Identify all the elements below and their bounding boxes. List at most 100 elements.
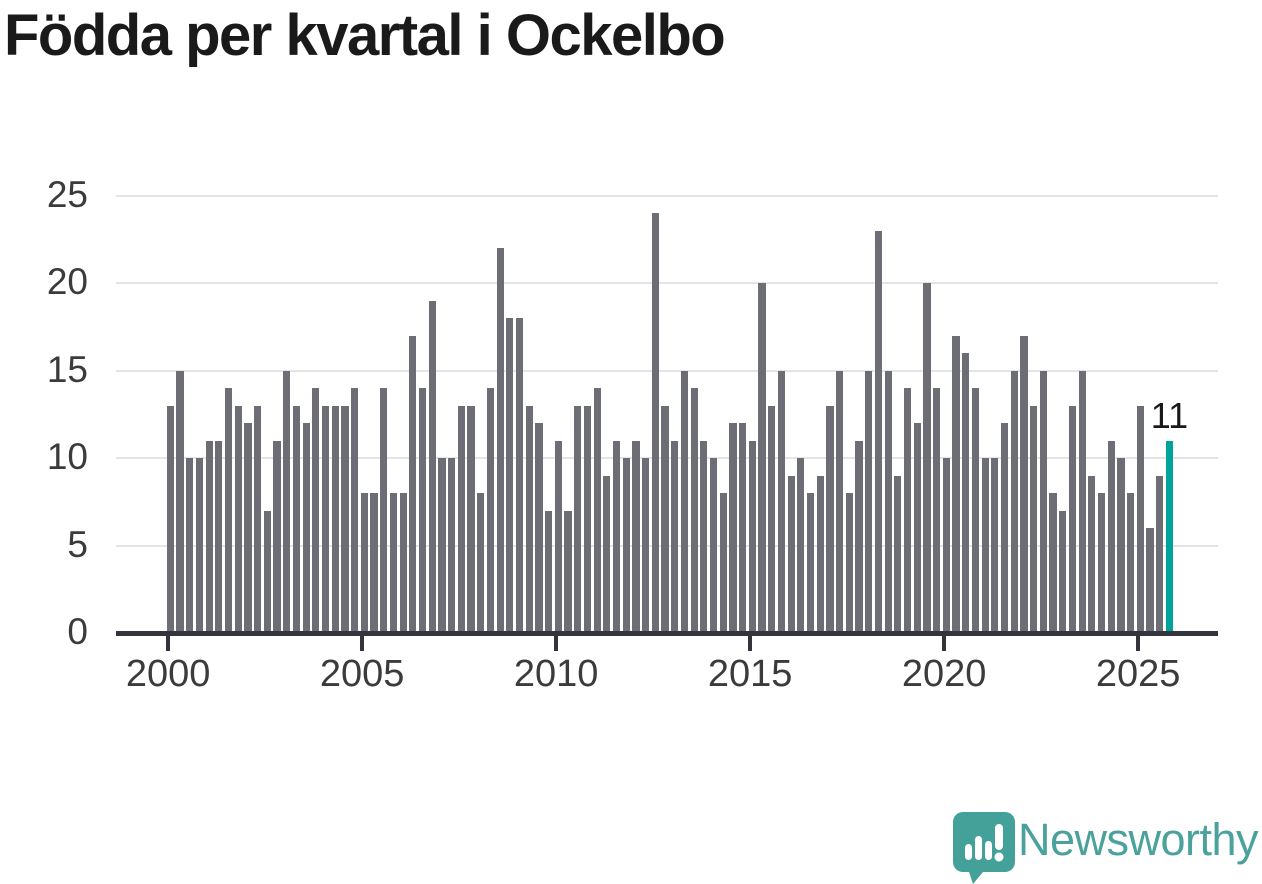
y-axis-tick-label: 5 xyxy=(67,523,88,565)
bar xyxy=(836,370,844,633)
bar xyxy=(525,405,533,633)
bar xyxy=(748,440,756,633)
x-axis-tick xyxy=(748,636,753,651)
x-axis-tick xyxy=(360,636,365,651)
bar xyxy=(1117,458,1125,633)
bar xyxy=(1030,405,1038,633)
bar xyxy=(506,318,514,633)
bar xyxy=(409,335,417,633)
x-axis-tick xyxy=(166,636,171,651)
x-axis-tick-label: 2020 xyxy=(901,653,987,695)
bar xyxy=(903,388,912,633)
highlight-value-label: 11 xyxy=(1150,394,1189,436)
highlighted-bar xyxy=(1165,440,1174,633)
bar xyxy=(1146,528,1154,633)
bar xyxy=(1039,370,1047,633)
bar xyxy=(612,440,621,633)
bar xyxy=(448,458,456,633)
bar xyxy=(1049,493,1057,633)
bar xyxy=(962,353,970,633)
x-axis-line xyxy=(116,631,1218,636)
bar xyxy=(389,493,398,633)
bar xyxy=(370,493,378,633)
bar xyxy=(884,370,892,633)
bar xyxy=(719,493,727,633)
bar xyxy=(496,248,504,633)
bar xyxy=(622,458,630,633)
bar xyxy=(981,458,989,633)
bar xyxy=(642,458,650,633)
bar xyxy=(234,405,242,633)
bar xyxy=(758,283,766,633)
bar xyxy=(1068,405,1077,633)
bar xyxy=(351,388,359,633)
x-axis-tick xyxy=(554,636,559,651)
x-axis-tick-label: 2005 xyxy=(319,653,405,695)
bar xyxy=(700,440,708,633)
bar xyxy=(942,458,950,633)
bar xyxy=(195,458,204,633)
bar xyxy=(894,475,902,633)
bar xyxy=(263,510,271,633)
bar xyxy=(1097,493,1106,633)
bar xyxy=(486,388,495,633)
x-axis-tick-label: 2025 xyxy=(1095,653,1181,695)
bar xyxy=(651,213,659,633)
bar xyxy=(845,493,853,633)
bar xyxy=(1107,440,1115,633)
bar xyxy=(438,458,446,633)
bar xyxy=(874,230,883,633)
bar xyxy=(690,388,698,633)
bar xyxy=(632,440,640,633)
bar xyxy=(816,475,824,633)
bar xyxy=(186,458,194,633)
bar xyxy=(729,423,737,633)
bar xyxy=(380,388,388,633)
bar xyxy=(302,423,310,633)
x-axis-tick xyxy=(1136,636,1141,651)
bar xyxy=(1000,423,1009,633)
bar xyxy=(224,388,233,633)
bar xyxy=(176,370,184,633)
bar xyxy=(477,493,485,633)
y-axis-tick-label: 15 xyxy=(46,348,88,390)
bar xyxy=(1156,475,1164,633)
bar xyxy=(777,370,786,633)
bar xyxy=(418,388,427,633)
bar xyxy=(1127,493,1135,633)
bar xyxy=(341,405,349,633)
bar xyxy=(709,458,718,633)
bar xyxy=(952,335,960,633)
gridline-y-25 xyxy=(116,194,1218,197)
bar xyxy=(855,440,863,633)
newsworthy-logo-text: Newsworthy xyxy=(1018,814,1259,865)
bar xyxy=(1136,405,1144,633)
bar xyxy=(535,423,543,633)
bar xyxy=(806,493,815,633)
bar xyxy=(739,423,747,633)
bar xyxy=(971,388,980,633)
bar xyxy=(554,440,562,633)
bar xyxy=(603,475,611,633)
bar xyxy=(399,493,407,633)
bar xyxy=(923,283,931,633)
bar xyxy=(564,510,572,633)
bar xyxy=(292,405,301,633)
newsworthy-logo[interactable]: Newsworthy xyxy=(950,806,1262,884)
bar xyxy=(360,493,368,633)
bar xyxy=(273,440,281,633)
bar xyxy=(205,440,213,633)
bar xyxy=(671,440,679,633)
bar xyxy=(321,405,330,633)
bar xyxy=(215,440,223,633)
bar xyxy=(545,510,553,633)
gridline-y-15 xyxy=(116,369,1218,372)
bar xyxy=(913,423,921,633)
bar xyxy=(865,370,873,633)
bar xyxy=(331,405,339,633)
bar xyxy=(244,423,252,633)
bar xyxy=(467,405,475,633)
y-axis-tick-label: 0 xyxy=(67,611,88,652)
bar xyxy=(1088,475,1096,633)
bar xyxy=(593,388,601,633)
